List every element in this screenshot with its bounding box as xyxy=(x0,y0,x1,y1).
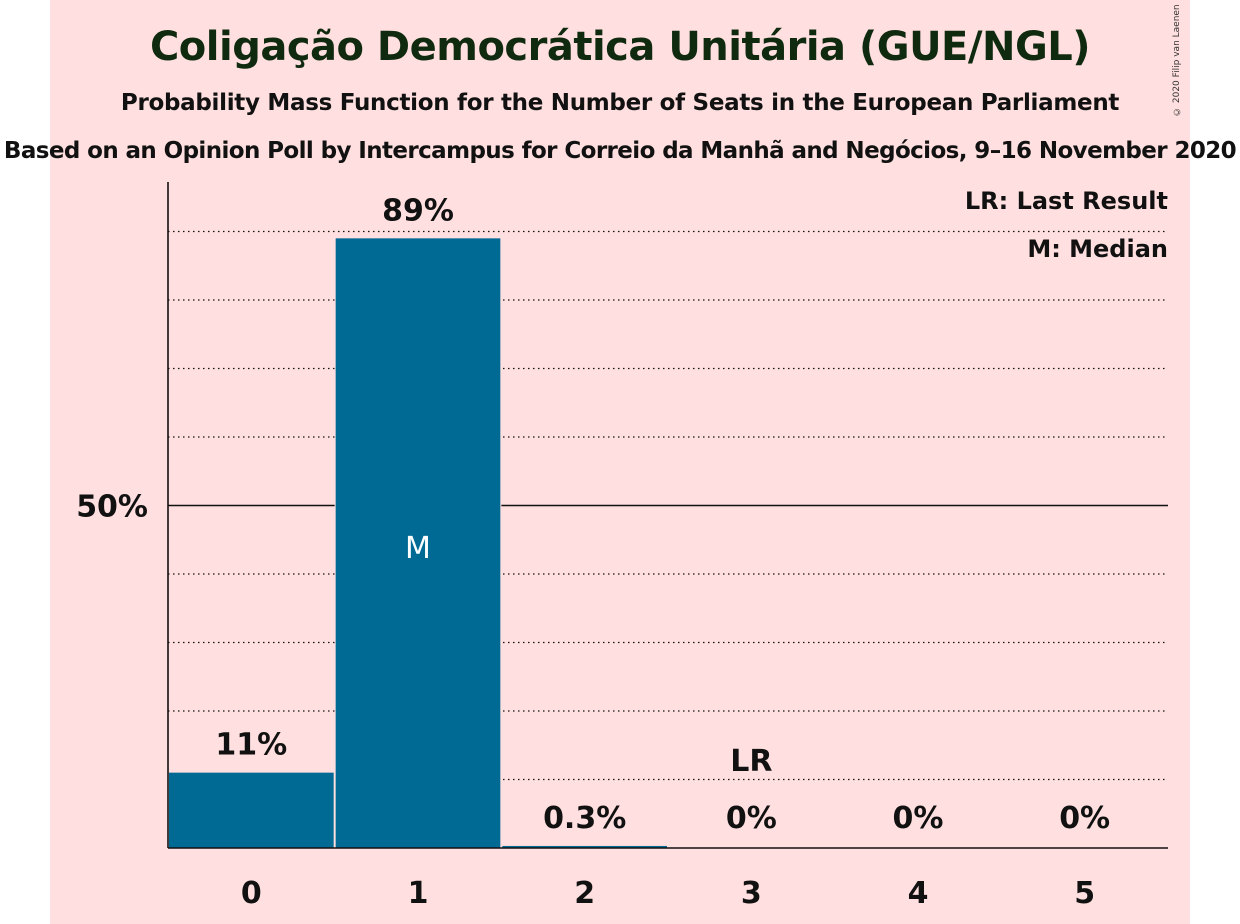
bar-2 xyxy=(502,845,667,848)
x-tick-label: 1 xyxy=(408,876,429,911)
x-tick-label: 0 xyxy=(241,876,262,911)
chart-subtitle: Probability Mass Function for the Number… xyxy=(120,90,1120,116)
data-label: 11% xyxy=(215,728,287,763)
median-marker: M xyxy=(405,531,431,566)
y-tick-label: 50% xyxy=(76,490,148,525)
chart-background xyxy=(50,0,1190,924)
legend-entry: M: Median xyxy=(1027,235,1168,263)
x-tick-label: 3 xyxy=(741,876,762,911)
chart-source-subtitle: Based on an Opinion Poll by Intercampus … xyxy=(3,138,1237,164)
legend-entry: LR: Last Result xyxy=(965,187,1168,215)
x-tick-label: 2 xyxy=(574,876,595,911)
data-label: 89% xyxy=(382,193,454,228)
last-result-marker: LR xyxy=(730,744,772,779)
x-tick-label: 4 xyxy=(908,876,929,911)
bar-1 xyxy=(335,238,501,849)
x-tick-label: 5 xyxy=(1074,876,1095,911)
data-label: 0% xyxy=(1059,801,1110,836)
data-label: 0% xyxy=(893,801,944,836)
data-label: 0.3% xyxy=(543,801,626,836)
data-label: 0% xyxy=(726,801,777,836)
chart-title: Coligação Democrática Unitária (GUE/NGL) xyxy=(149,24,1091,70)
bar-0 xyxy=(169,772,334,848)
